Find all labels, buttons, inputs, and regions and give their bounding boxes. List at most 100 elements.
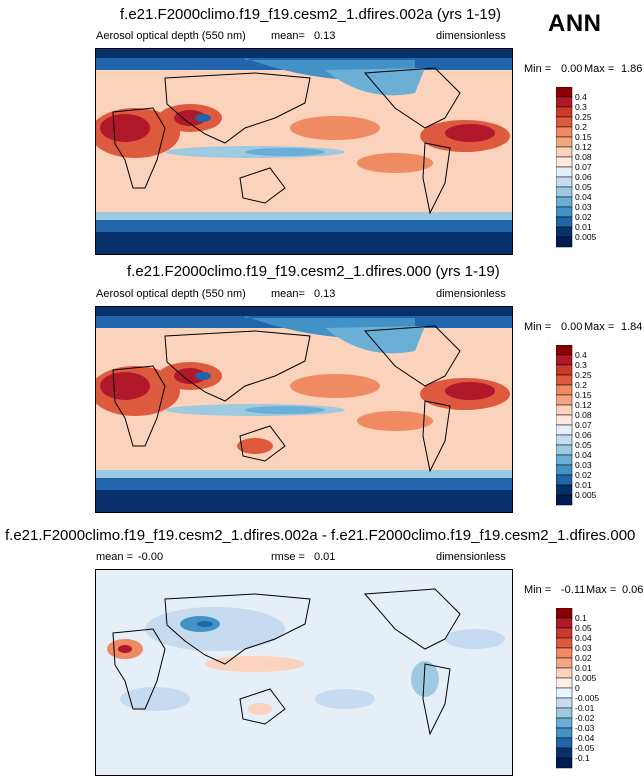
colorbar-box [556,494,573,506]
panel1-max-label: Max = [584,63,615,75]
panel1-map [95,48,513,255]
colorbar-box [556,747,573,759]
colorbar-tick-label: 0.04 [575,450,592,460]
colorbar-tick-label: 0.25 [575,370,592,380]
colorbar-box [556,404,573,416]
colorbar-tick-label: 0.005 [575,232,597,242]
colorbar-box [556,647,573,659]
colorbar-box [556,608,573,619]
colorbar-tick-label: -0.01 [575,703,595,713]
colorbar-box [556,186,573,198]
colorbar-tick-label: 0.005 [575,673,597,683]
colorbar-tick-label: 0 [575,683,580,693]
colorbar-box [556,484,573,496]
colorbar-tick-label: 0.01 [575,222,592,232]
panel1-title: f.e21.F2000climo.f19_f19.cesm2_1.dfires.… [120,6,502,23]
panel1-min-label: Min = [524,63,552,75]
colorbar-box [556,176,573,188]
colorbar-tick-label: 0.25 [575,112,592,122]
colorbar-tick-label: 0.03 [575,643,592,653]
panel1-mean-value: 0.13 [314,30,336,42]
colorbar-box [556,236,573,248]
colorbar-tick-label: 0.06 [575,172,592,182]
panel1-units: dimensionless [436,30,506,42]
colorbar-box [556,87,573,98]
colorbar-tick-label: 0.4 [575,92,587,102]
panel3-min-label: Min = [524,584,552,596]
colorbar-tick-label: -0.04 [575,733,595,743]
colorbar-box [556,737,573,749]
colorbar-tick-label: 0.005 [575,490,597,500]
season-label: ANN [548,10,602,37]
panel2-mean-value: 0.13 [314,288,336,300]
colorbar-tick-label: 0.02 [575,212,592,222]
colorbar-tick-label: 0.12 [575,142,592,152]
colorbar-tick-label: 0.02 [575,470,592,480]
colorbar-box [556,96,573,108]
panel3-max-value: 0.06 [622,584,644,596]
colorbar-tick-label: 0.05 [575,182,592,192]
colorbar-box [556,136,573,148]
panel3-min-value: -0.11 [561,584,586,596]
panel3-rmse-value: 0.01 [314,551,336,563]
panel2-max-value: 1.84 [621,321,643,333]
colorbar-tick-label: -0.005 [575,693,599,703]
panel2-variable-label: Aerosol optical depth (550 nm) [96,288,246,300]
colorbar-box [556,156,573,168]
panel2-units: dimensionless [436,288,506,300]
colorbar-box [556,687,573,699]
colorbar-box [556,454,573,466]
panel1-colorbar: 0.40.30.250.20.150.120.080.070.060.050.0… [556,87,597,248]
colorbar-box [556,424,573,436]
colorbar-tick-label: 0.05 [575,440,592,450]
panel3-colorbar: 0.10.050.040.030.020.010.0050-0.005-0.01… [556,608,599,769]
colorbar-tick-label: 0.07 [575,162,592,172]
panel3-title: f.e21.F2000climo.f19_f19.cesm2_1.dfires.… [5,527,636,544]
panel2-title: f.e21.F2000climo.f19_f19.cesm2_1.dfires.… [127,263,500,280]
panel3-max-label: Max = [586,584,617,596]
colorbar-tick-label: 0.15 [575,132,592,142]
colorbar-box [556,707,573,719]
panel3-map [95,569,513,776]
colorbar-tick-label: 0.08 [575,410,592,420]
colorbar-box [556,166,573,178]
colorbar-box [556,637,573,649]
panel1-max-value: 1.86 [621,63,643,75]
colorbar-tick-label: 0.08 [575,152,592,162]
panel2-mean-label: mean= [271,288,305,300]
colorbar-box [556,384,573,396]
colorbar-box [556,627,573,639]
colorbar-box [556,374,573,386]
panel3-units: dimensionless [436,551,506,563]
colorbar-box [556,106,573,118]
colorbar-box [556,434,573,446]
colorbar-tick-label: 0.03 [575,460,592,470]
colorbar-box [556,226,573,238]
panel2-max-label: Max = [584,321,615,333]
colorbar-tick-label: -0.02 [575,713,595,723]
panel2-min-label: Min = [524,321,552,333]
panel1-min-value: 0.00 [561,63,583,75]
colorbar-box [556,717,573,729]
colorbar-tick-label: 0.07 [575,420,592,430]
colorbar-tick-label: -0.03 [575,723,595,733]
colorbar-box [556,474,573,486]
colorbar-tick-label: 0.04 [575,633,592,643]
panel3-mean-value: -0.00 [138,551,164,563]
colorbar-tick-label: 0.2 [575,122,587,132]
colorbar-box [556,757,573,769]
colorbar-tick-label: 0.01 [575,480,592,490]
colorbar-box [556,617,573,629]
colorbar-box [556,677,573,689]
colorbar-box [556,667,573,679]
panel2-colorbar: 0.40.30.250.20.150.120.080.070.060.050.0… [556,345,597,506]
colorbar-tick-label: -0.05 [575,743,595,753]
colorbar-box [556,354,573,366]
colorbar-box [556,216,573,228]
colorbar-tick-label: 0.15 [575,390,592,400]
colorbar-tick-label: 0.4 [575,350,587,360]
colorbar-tick-label: 0.2 [575,380,587,390]
colorbar-tick-label: 0.3 [575,360,587,370]
colorbar-tick-label: 0.1 [575,613,587,623]
panel2-min-value: 0.00 [561,321,583,333]
